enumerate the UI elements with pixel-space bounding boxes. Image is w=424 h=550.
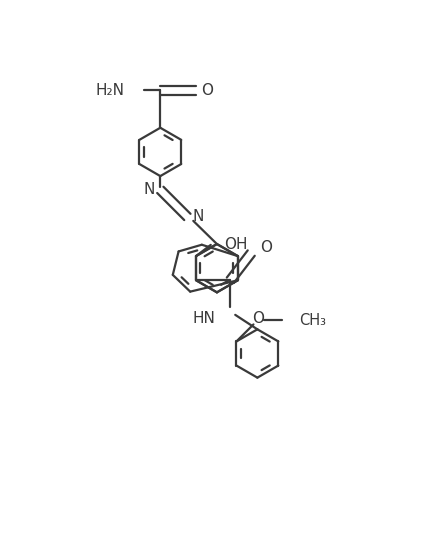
Text: O: O [252, 311, 265, 326]
Text: O: O [260, 240, 272, 255]
Text: O: O [201, 82, 213, 97]
Text: H₂N: H₂N [95, 82, 124, 97]
Text: N: N [192, 210, 204, 224]
Text: OH: OH [225, 238, 248, 252]
Text: HN: HN [192, 311, 215, 326]
Text: CH₃: CH₃ [299, 313, 326, 328]
Text: N: N [144, 183, 155, 197]
